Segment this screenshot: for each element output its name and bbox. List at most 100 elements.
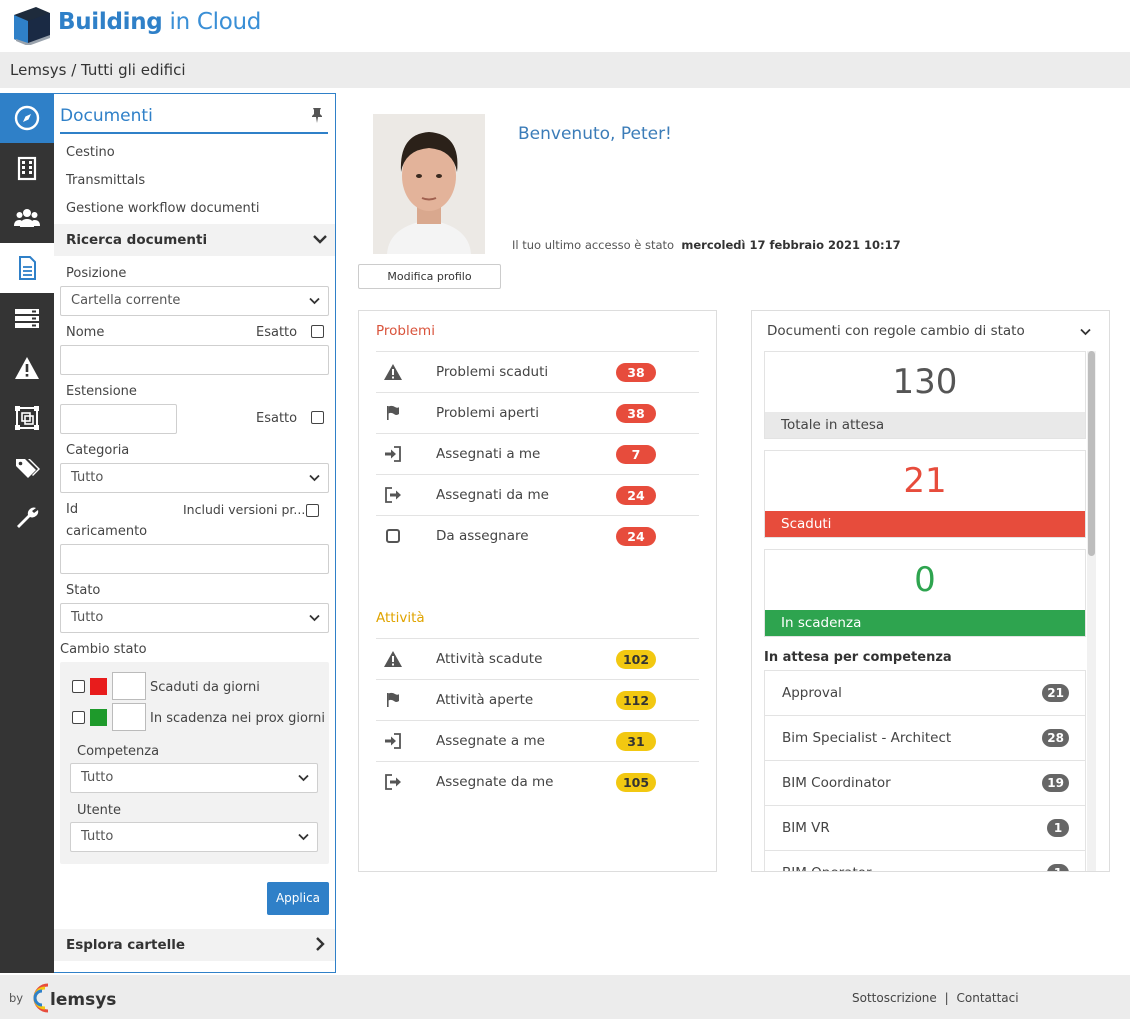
problem-row-count: 7 [616, 445, 656, 464]
problem-row[interactable]: Problemi scaduti 38 [376, 351, 699, 392]
chevron-down-icon[interactable] [1080, 328, 1091, 336]
problem-row[interactable]: Assegnati da me 24 [376, 474, 699, 515]
posizione-label: Posizione [66, 266, 127, 281]
expired-tile[interactable]: 21 Scaduti [764, 450, 1086, 538]
wrench-icon [17, 507, 39, 528]
role-row-count: 1 [1047, 864, 1069, 871]
rail-server-button[interactable] [0, 293, 54, 343]
building-in-cloud-logo-icon[interactable] [10, 5, 54, 45]
problems-activities-card: Problemi Problemi scaduti 38 Problemi aper… [358, 310, 717, 872]
scrollbar-thumb[interactable] [1088, 351, 1095, 556]
role-row[interactable]: BIM Operator 1 [764, 851, 1086, 871]
docs-state-card: Documenti con regole cambio di stato 130… [751, 310, 1110, 872]
utente-select[interactable]: Tutto [70, 822, 318, 852]
activity-row[interactable]: Assegnate a me 31 [376, 720, 699, 761]
nome-input[interactable] [60, 345, 329, 375]
role-row-label: BIM Coordinator [782, 775, 891, 791]
utente-value: Tutto [81, 829, 114, 844]
square-icon [384, 528, 402, 544]
warning-icon [15, 357, 39, 379]
in-scadenza-checkbox[interactable] [72, 711, 85, 724]
explore-folders-header[interactable]: Esplora cartelle [54, 929, 335, 961]
rail-tools-button[interactable] [0, 493, 54, 543]
red-swatch [90, 678, 107, 695]
nome-esatto-checkbox[interactable] [311, 325, 324, 338]
activities-title: Attività [376, 610, 425, 626]
id-caricamento-input[interactable] [60, 544, 329, 574]
role-row-label: BIM VR [782, 820, 830, 836]
scaduti-days-input[interactable] [112, 672, 146, 700]
problem-row[interactable]: Problemi aperti 38 [376, 392, 699, 433]
link-cestino[interactable]: Cestino [66, 145, 115, 160]
search-section-header[interactable]: Ricerca documenti [54, 224, 335, 256]
expired-label: Scaduti [765, 511, 1085, 537]
link-workflow[interactable]: Gestione workflow documenti [66, 201, 260, 216]
role-row-label: Bim Specialist - Architect [782, 730, 952, 746]
estensione-esatto-label: Esatto [256, 411, 298, 426]
includi-versioni-checkbox[interactable] [306, 504, 319, 517]
role-row[interactable]: BIM Coordinator 19 [764, 761, 1086, 806]
chevron-down-icon [309, 297, 320, 305]
rail-compass-button[interactable] [0, 93, 54, 143]
subscription-link[interactable]: Sottoscrizione [852, 991, 937, 1005]
role-row[interactable]: Approval 21 [764, 671, 1086, 716]
sign-in-icon [384, 733, 402, 749]
scrollbar-track[interactable] [1087, 351, 1096, 871]
activity-row-count: 31 [616, 732, 656, 751]
competenza-select[interactable]: Tutto [70, 763, 318, 793]
activity-row[interactable]: Attività scadute 102 [376, 638, 699, 679]
activity-row[interactable]: Assegnate da me 105 [376, 761, 699, 802]
link-transmittals[interactable]: Transmittals [66, 173, 146, 188]
includi-versioni-label: Includi versioni pr... [183, 502, 306, 517]
stato-select[interactable]: Tutto [60, 603, 329, 633]
categoria-select[interactable]: Tutto [60, 463, 329, 493]
scaduti-checkbox[interactable] [72, 680, 85, 693]
edit-profile-button[interactable]: Modifica profilo [358, 264, 501, 289]
brand-name[interactable]: Building in Cloud [58, 9, 261, 35]
docs-state-title[interactable]: Documenti con regole cambio di stato [767, 323, 1025, 339]
contacts-link[interactable]: Contattaci [956, 991, 1019, 1005]
rail-users-button[interactable] [0, 193, 54, 243]
rail-documents-button[interactable] [0, 243, 54, 293]
sign-out-icon [384, 487, 402, 503]
posizione-select[interactable]: Cartella corrente [60, 286, 329, 316]
cambio-stato-label: Cambio stato [60, 642, 147, 657]
pin-icon[interactable] [310, 107, 324, 123]
lemsys-logo-icon[interactable]: lemsys [30, 981, 120, 1015]
rail-bim-model-button[interactable] [0, 393, 54, 443]
activity-row[interactable]: Attività aperte 112 [376, 679, 699, 720]
warning-icon [384, 651, 402, 667]
rail-tags-button[interactable] [0, 443, 54, 493]
rail-building-button[interactable] [0, 143, 54, 193]
estensione-esatto-checkbox[interactable] [311, 411, 324, 424]
role-row[interactable]: BIM VR 1 [764, 806, 1086, 851]
role-row-label: Approval [782, 685, 842, 701]
role-row[interactable]: Bim Specialist - Architect 28 [764, 716, 1086, 761]
categoria-label: Categoria [66, 443, 130, 458]
activity-row-label: Attività scadute [436, 651, 543, 667]
brand-name-light: in Cloud [162, 9, 262, 35]
activity-row-count: 102 [616, 650, 656, 669]
rail-warning-button[interactable] [0, 343, 54, 393]
problem-row[interactable]: Assegnati a me 7 [376, 433, 699, 474]
role-row-count: 21 [1042, 684, 1069, 702]
chevron-down-icon [298, 833, 309, 841]
search-section-title: Ricerca documenti [66, 232, 208, 248]
activity-row-count: 112 [616, 691, 656, 710]
chevron-down-icon [313, 235, 327, 244]
explore-folders-title: Esplora cartelle [66, 937, 186, 953]
document-icon [19, 256, 36, 280]
breadcrumb[interactable]: Lemsys / Tutti gli edifici [0, 52, 1130, 88]
in-scadenza-days-input[interactable] [112, 703, 146, 731]
expiring-tile[interactable]: 0 In scadenza [764, 549, 1086, 637]
total-pending-tile[interactable]: 130 Totale in attesa [764, 351, 1086, 439]
caricamento-label: caricamento [66, 524, 148, 539]
activity-row-label: Attività aperte [436, 692, 534, 708]
problem-row[interactable]: Da assegnare 24 [376, 515, 699, 556]
estensione-input[interactable] [60, 404, 177, 434]
icon-rail [0, 93, 54, 973]
last-access-label: Il tuo ultimo accesso è stato [512, 238, 675, 252]
apply-button[interactable]: Applica [267, 882, 329, 915]
activity-row-label: Assegnate da me [436, 774, 554, 790]
